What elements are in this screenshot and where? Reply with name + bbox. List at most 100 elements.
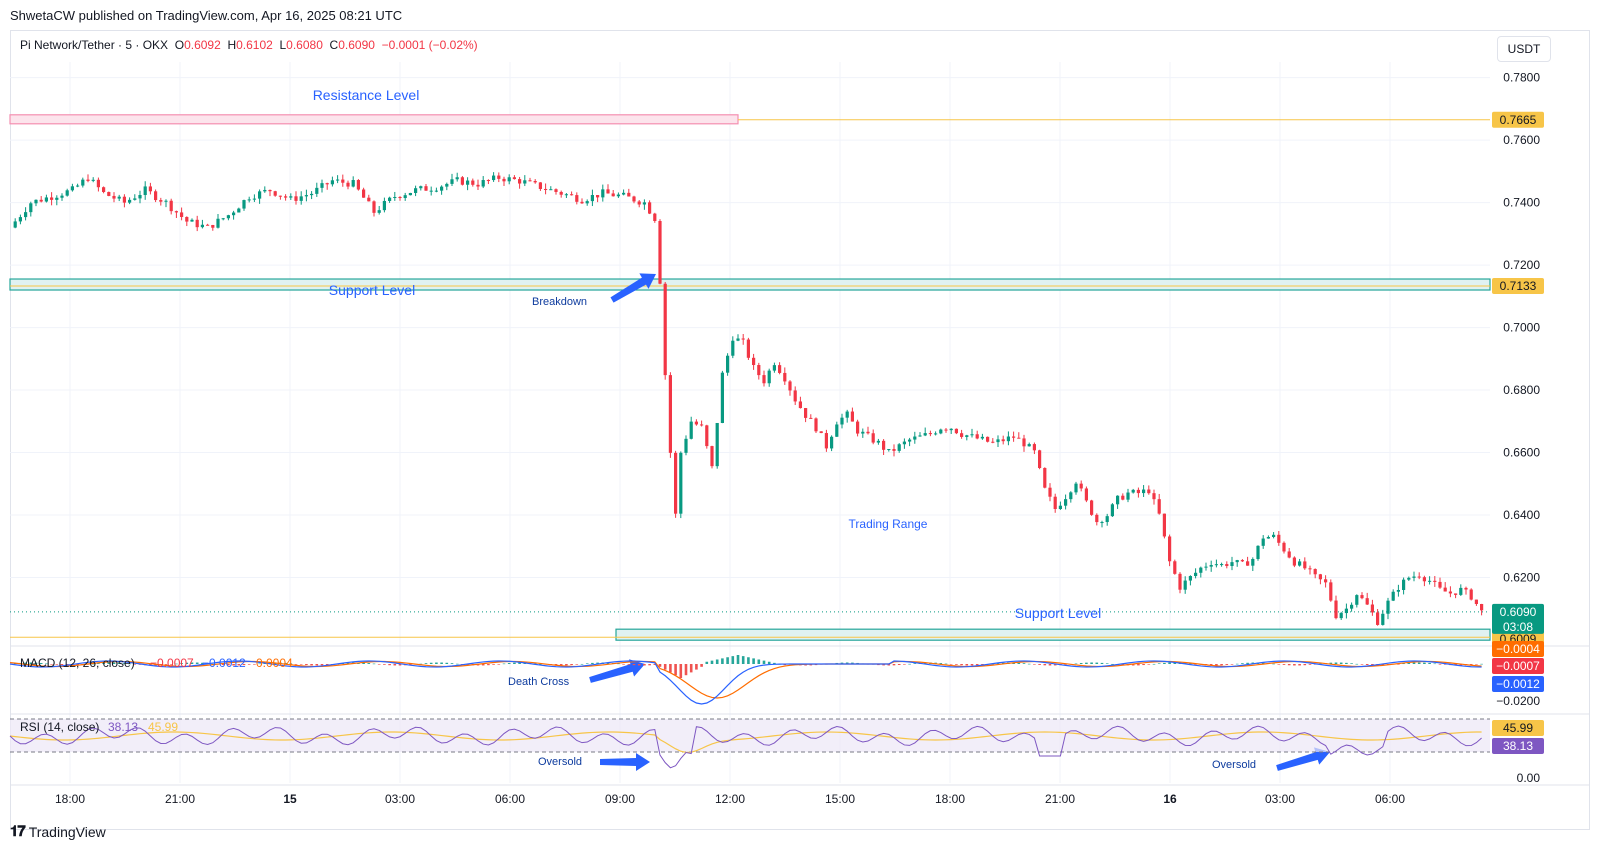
candle-body	[1142, 489, 1146, 494]
x-tick-label: 06:00	[495, 792, 525, 806]
candle-body	[674, 452, 678, 514]
candle-body	[757, 365, 761, 376]
macd-histogram-bar	[247, 664, 251, 665]
candle-body	[44, 197, 48, 202]
macd-histogram-bar	[892, 664, 896, 666]
macd-histogram-bar	[195, 662, 199, 664]
candle-body	[1422, 577, 1426, 582]
candle-body	[991, 441, 995, 443]
symbol-name[interactable]: Pi Network/Tether · 5 · OKX	[20, 38, 169, 52]
macd-histogram-bar	[539, 663, 542, 665]
macd-histogram-bar	[398, 664, 402, 666]
macd-histogram-bar	[180, 663, 183, 664]
macd-histogram-bar	[1121, 664, 1125, 666]
y-tick-label: 0.7600	[1503, 133, 1540, 147]
macd-histogram-bar	[669, 664, 672, 673]
macd-histogram-bar	[429, 662, 433, 664]
macd-histogram-bar	[695, 664, 698, 670]
candle-body	[689, 421, 693, 439]
candle-body	[1454, 593, 1458, 595]
candle-body	[398, 196, 402, 199]
candle-body	[388, 197, 392, 201]
macd-histogram-bar	[1381, 664, 1385, 666]
candle-body	[424, 186, 428, 191]
candle-body	[752, 357, 756, 366]
macd-histogram-bar	[762, 660, 766, 664]
candle-body	[518, 179, 522, 184]
candle-body	[663, 283, 667, 376]
rsi-ma-line	[9, 731, 1482, 754]
candle-body	[1131, 489, 1135, 493]
candle-body	[892, 449, 896, 451]
macd-histogram-bar	[107, 662, 111, 664]
candle-body	[60, 195, 64, 198]
macd-histogram-bar	[299, 664, 303, 665]
macd-histogram-bar	[112, 662, 116, 664]
macd-histogram-bar	[1345, 662, 1348, 664]
macd-histogram-bar	[1157, 663, 1161, 664]
candle-body	[492, 175, 496, 181]
macd-histogram-bar	[325, 664, 329, 666]
x-tick-label: 18:00	[935, 792, 965, 806]
macd-histogram-bar	[1168, 662, 1171, 664]
candle-body	[700, 424, 704, 426]
candle-body	[128, 199, 132, 203]
macd-histogram-bar	[1469, 664, 1473, 665]
candle-body	[1438, 581, 1442, 588]
macd-label-signal: −0.0007	[1496, 659, 1540, 673]
macd-histogram-bar	[1433, 663, 1437, 665]
candle-body	[1360, 595, 1364, 599]
macd-histogram-bar	[653, 664, 657, 665]
candle-body	[1448, 591, 1452, 594]
macd-histogram-bar	[721, 658, 724, 664]
macd-histogram-bar	[715, 659, 719, 664]
candle-body	[242, 200, 246, 209]
rsi-label-rsi: 38.13	[1503, 739, 1533, 753]
publisher-caption: ShwetaCW published on TradingView.com, A…	[10, 8, 403, 23]
candle-body	[1391, 591, 1395, 601]
candle-body	[575, 195, 579, 202]
macd-histogram-bar	[1142, 664, 1145, 666]
candle-body	[65, 190, 69, 196]
macd-histogram-bar	[372, 663, 376, 665]
countdown-label: 03:08	[1503, 620, 1533, 634]
oversold-arrow-icon	[1276, 747, 1330, 771]
candle-body	[762, 375, 766, 384]
macd-histogram-bar	[949, 664, 953, 665]
macd-histogram-bar	[1064, 664, 1067, 665]
macd-histogram-bar	[1365, 664, 1369, 665]
macd-histogram-bar	[242, 664, 246, 666]
candle-body	[315, 187, 319, 194]
candle-body	[1069, 492, 1073, 500]
macd-histogram-bar	[960, 664, 963, 666]
macd-label-macd: −0.0012	[1496, 677, 1540, 691]
macd-histogram-bar	[533, 663, 537, 664]
macd-histogram-bar	[481, 664, 485, 666]
candle-body	[148, 186, 152, 192]
candle-body	[627, 192, 631, 197]
close-value: 0.6090	[338, 38, 375, 52]
candle-body	[876, 440, 880, 443]
candle-body	[596, 195, 600, 198]
macd-value-signal: 0.0004	[256, 656, 293, 670]
macd-histogram-bar	[663, 664, 667, 670]
support-zone-upper	[9, 278, 1491, 291]
candle-body	[325, 183, 329, 185]
candle-body	[1183, 580, 1187, 590]
candle-body	[986, 436, 990, 442]
macd-histogram-bar	[227, 664, 230, 666]
macd-histogram-bar	[393, 664, 397, 666]
candle-body	[1147, 489, 1151, 494]
candle-body	[809, 417, 813, 419]
candle-body	[887, 449, 891, 451]
candle-body	[211, 225, 215, 228]
currency-button[interactable]: USDT	[1497, 36, 1551, 62]
low-value: 0.6080	[286, 38, 323, 52]
candle-body	[1225, 564, 1229, 567]
macd-histogram-bar	[1147, 664, 1151, 665]
macd-histogram-bar	[1048, 664, 1052, 666]
candle-body	[637, 201, 641, 205]
candle-body	[502, 178, 506, 182]
candle-body	[34, 199, 38, 204]
